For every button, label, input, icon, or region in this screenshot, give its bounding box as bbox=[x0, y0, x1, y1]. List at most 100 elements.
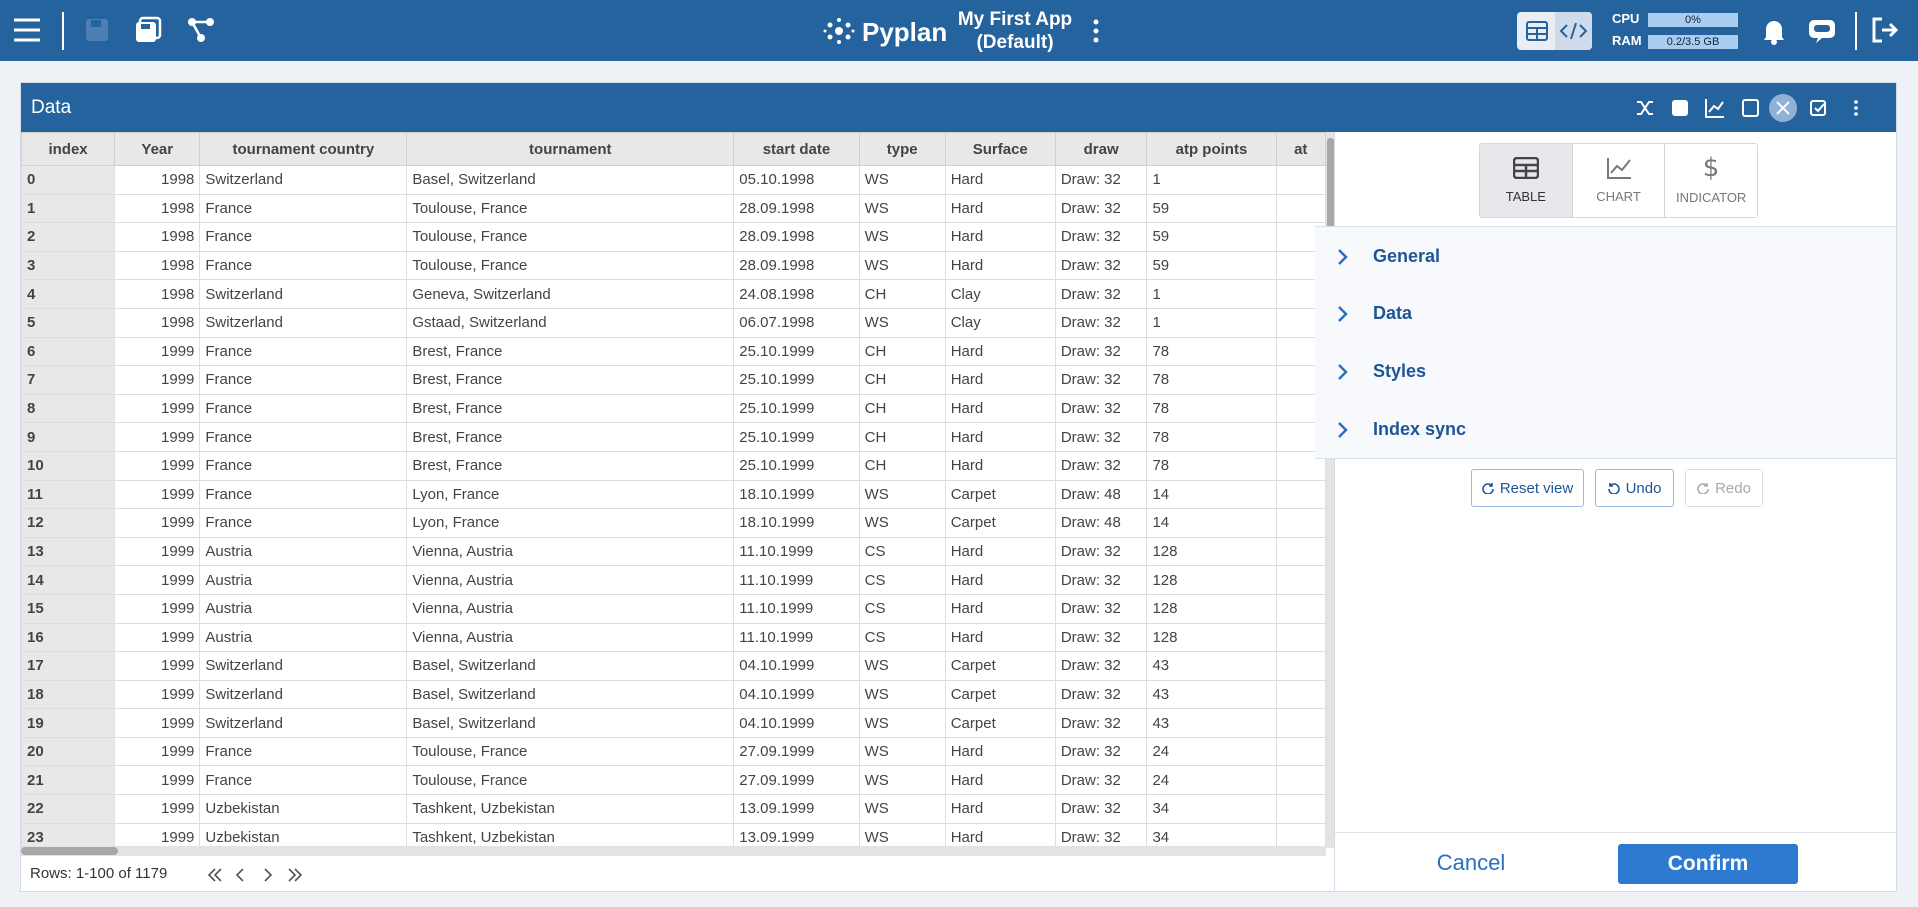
accordion-section[interactable]: General bbox=[1315, 226, 1896, 286]
cell bbox=[1275, 822, 1326, 848]
cell: Carpet bbox=[944, 479, 1056, 510]
cell: Uzbekistan bbox=[199, 794, 408, 824]
column-header[interactable]: draw bbox=[1054, 132, 1148, 166]
cell: 43 bbox=[1146, 651, 1277, 681]
cell bbox=[1275, 622, 1326, 653]
view-tab[interactable]: $ INDICATOR bbox=[1664, 144, 1758, 217]
column-header[interactable]: tournament country bbox=[199, 132, 408, 166]
column-header[interactable]: Year bbox=[114, 132, 201, 166]
redo-button[interactable]: Redo bbox=[1685, 469, 1763, 507]
code-view[interactable] bbox=[1555, 12, 1592, 50]
cell: 6 bbox=[21, 336, 116, 367]
table-row: 16 1999 Austria Vienna, Austria 11.10.1999 CS… bbox=[21, 622, 1326, 653]
cell bbox=[1275, 193, 1326, 224]
section-label: Index sync bbox=[1373, 419, 1467, 439]
cell: 1999 bbox=[114, 593, 201, 624]
table-view-icon[interactable] bbox=[1526, 21, 1548, 41]
view-tab[interactable]: CHART bbox=[1571, 144, 1665, 217]
cell: 1998 bbox=[114, 165, 201, 195]
cell: Draw: 48 bbox=[1054, 479, 1148, 510]
cell: France bbox=[199, 508, 408, 538]
cell: Switzerland bbox=[199, 679, 408, 710]
cell: CS bbox=[858, 565, 946, 595]
save-icon[interactable] bbox=[84, 17, 110, 43]
confirm-button[interactable]: Confirm bbox=[1618, 844, 1798, 884]
flow-icon[interactable] bbox=[186, 16, 216, 44]
panel-toolbar[interactable] bbox=[1631, 93, 1891, 123]
cpu-label: CPU bbox=[1612, 11, 1640, 26]
accordion-section[interactable]: Styles bbox=[1315, 342, 1896, 401]
cell: 04.10.1999 bbox=[733, 708, 860, 738]
column-header[interactable]: tournament bbox=[406, 132, 735, 166]
panel-header: Data bbox=[21, 83, 1896, 132]
cell: Draw: 32 bbox=[1054, 708, 1148, 738]
cell: Carpet bbox=[944, 651, 1056, 681]
cancel-button[interactable]: Cancel bbox=[1436, 850, 1506, 875]
table-row: 23 1999 Uzbekistan Tashkent, Uzbekistan 13.0… bbox=[21, 822, 1326, 848]
menu-icon[interactable] bbox=[12, 15, 42, 45]
column-header[interactable]: atp points bbox=[1146, 132, 1277, 166]
cell: Draw: 32 bbox=[1054, 794, 1148, 824]
app-title: My First App bbox=[957, 9, 1073, 30]
cell: 5 bbox=[21, 307, 116, 338]
save-as-icon[interactable] bbox=[134, 16, 162, 44]
cell: France bbox=[199, 250, 408, 281]
logout-icon[interactable] bbox=[1870, 16, 1900, 44]
bell-icon[interactable] bbox=[1762, 17, 1786, 45]
cell: 78 bbox=[1146, 422, 1277, 452]
v-scrollbar[interactable] bbox=[1326, 132, 1335, 848]
column-header[interactable]: Surface bbox=[944, 132, 1056, 166]
cell: 1 bbox=[1146, 307, 1277, 338]
column-header[interactable]: type bbox=[858, 132, 946, 166]
column-header[interactable]: index bbox=[21, 132, 116, 166]
cell: Hard bbox=[944, 736, 1056, 767]
cell: 1999 bbox=[114, 736, 201, 767]
table-row: 19 1999 Switzerland Basel, Switzerland 04.10… bbox=[21, 708, 1326, 738]
cell: 28.09.1998 bbox=[733, 222, 860, 252]
cell: 1 bbox=[21, 193, 116, 224]
cell: 1999 bbox=[114, 708, 201, 738]
cell: Brest, France bbox=[406, 450, 735, 481]
cell: Hard bbox=[944, 765, 1056, 796]
cell: 18.10.1999 bbox=[733, 508, 860, 538]
cell bbox=[1275, 165, 1326, 195]
cell: Clay bbox=[944, 279, 1056, 309]
cell: Hard bbox=[944, 794, 1056, 824]
view-tab[interactable]: TABLE bbox=[1480, 144, 1572, 217]
v-scroll-thumb[interactable] bbox=[1327, 138, 1334, 298]
cell: 25.10.1999 bbox=[733, 365, 860, 395]
cell: Draw: 32 bbox=[1054, 651, 1148, 681]
cell: WS bbox=[858, 794, 946, 824]
h-scrollbar[interactable] bbox=[21, 846, 1326, 856]
cell: Brest, France bbox=[406, 365, 735, 395]
cell: Toulouse, France bbox=[406, 222, 735, 252]
accordion-section[interactable]: Data bbox=[1315, 284, 1896, 343]
pager[interactable] bbox=[207, 865, 307, 885]
cell: 7 bbox=[21, 365, 116, 395]
cell: Hard bbox=[944, 365, 1056, 395]
cell: Clay bbox=[944, 307, 1056, 338]
cell: 1999 bbox=[114, 794, 201, 824]
cell: WS bbox=[858, 479, 946, 510]
cell: Toulouse, France bbox=[406, 736, 735, 767]
cell: 59 bbox=[1146, 193, 1277, 224]
reset-view-button[interactable]: Reset view bbox=[1471, 469, 1584, 507]
cell: Draw: 32 bbox=[1054, 736, 1148, 767]
chevron bbox=[1338, 422, 1348, 438]
column-header[interactable]: at bbox=[1275, 132, 1326, 166]
undo-button[interactable]: Undo bbox=[1595, 469, 1674, 507]
cell: 11.10.1999 bbox=[733, 565, 860, 595]
cell: 18.10.1999 bbox=[733, 479, 860, 510]
cell: 4 bbox=[21, 279, 116, 309]
cell: Toulouse, France bbox=[406, 765, 735, 796]
accordion-section[interactable]: Index sync bbox=[1315, 400, 1896, 459]
data-table: index Year tournament country tournament sta… bbox=[21, 132, 1326, 848]
cell bbox=[1275, 508, 1326, 538]
cell: 14 bbox=[1146, 508, 1277, 538]
cell: Switzerland bbox=[199, 708, 408, 738]
bot-icon[interactable] bbox=[1806, 16, 1838, 44]
cell: Draw: 32 bbox=[1054, 365, 1148, 395]
more-icon[interactable] bbox=[1090, 18, 1102, 44]
h-scroll-thumb[interactable] bbox=[21, 847, 118, 855]
column-header[interactable]: start date bbox=[733, 132, 860, 166]
